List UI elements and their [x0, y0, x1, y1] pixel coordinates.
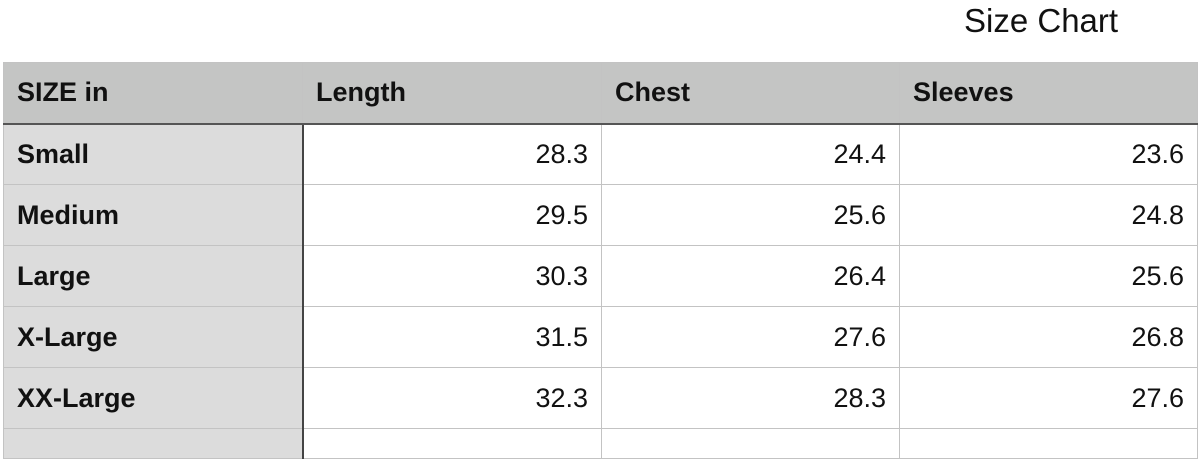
- sleeves-cell: 24.8: [899, 184, 1198, 246]
- table-row: XX-Large 32.3 28.3 27.6: [3, 367, 1198, 429]
- header-chest: Chest: [601, 62, 900, 125]
- table-row: Medium 29.5 25.6 24.8: [3, 184, 1198, 246]
- size-cell: Medium: [3, 184, 304, 246]
- table-row-partial: [3, 428, 1198, 459]
- chest-cell: 28.3: [601, 367, 900, 429]
- chest-cell: 26.4: [601, 245, 900, 307]
- length-cell: 31.5: [302, 306, 602, 368]
- size-cell: X-Large: [3, 306, 304, 368]
- chest-cell: 27.6: [601, 306, 900, 368]
- size-cell: XX-Large: [3, 367, 304, 429]
- length-cell: 30.3: [302, 245, 602, 307]
- table-row: Small 28.3 24.4 23.6: [3, 123, 1198, 185]
- header-row: SIZE in Length Chest Sleeves: [3, 62, 1198, 125]
- length-cell: 29.5: [302, 184, 602, 246]
- sleeves-cell: 23.6: [899, 123, 1198, 185]
- sleeves-cell: 25.6: [899, 245, 1198, 307]
- size-table: SIZE in Length Chest Sleeves Small 28.3 24…: [3, 62, 1198, 459]
- header-length: Length: [302, 62, 602, 125]
- empty-cell: [3, 428, 304, 459]
- empty-cell: [302, 428, 602, 459]
- table-row: Large 30.3 26.4 25.6: [3, 245, 1198, 307]
- sleeves-cell: 27.6: [899, 367, 1198, 429]
- size-cell: Small: [3, 123, 304, 185]
- length-cell: 32.3: [302, 367, 602, 429]
- chart-title: Size Chart: [964, 2, 1119, 39]
- length-cell: 28.3: [302, 123, 602, 185]
- size-cell: Large: [3, 245, 304, 307]
- table-row: X-Large 31.5 27.6 26.8: [3, 306, 1198, 368]
- header-sleeves: Sleeves: [899, 62, 1198, 125]
- empty-cell: [601, 428, 900, 459]
- header-size: SIZE in: [3, 62, 303, 125]
- sleeves-cell: 26.8: [899, 306, 1198, 368]
- empty-cell: [899, 428, 1198, 459]
- chest-cell: 24.4: [601, 123, 900, 185]
- chest-cell: 25.6: [601, 184, 900, 246]
